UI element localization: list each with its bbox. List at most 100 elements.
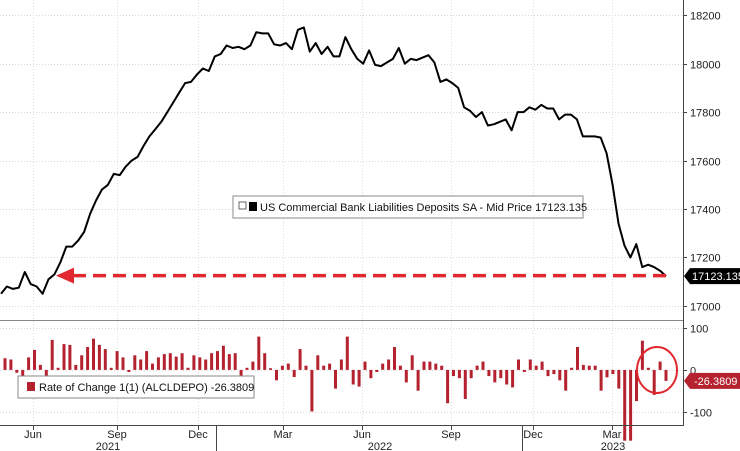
- x-tick-label: Dec: [188, 429, 208, 441]
- y-tick-label: 18000: [690, 60, 721, 72]
- roc-bar: [629, 369, 633, 441]
- roc-bar: [457, 369, 461, 379]
- roc-bar: [310, 369, 314, 412]
- x-year-label: 2023: [601, 441, 625, 451]
- x-year-label: 2022: [368, 441, 392, 451]
- roc-bar: [162, 354, 166, 370]
- roc-bar: [227, 354, 231, 370]
- roc-bar: [33, 349, 36, 370]
- roc-bar: [475, 365, 479, 370]
- roc-bar: [487, 369, 491, 377]
- roc-bar: [652, 369, 656, 395]
- roc-bar: [304, 365, 308, 370]
- roc-bar: [204, 359, 208, 370]
- roc-bar: [363, 361, 367, 370]
- roc-bar: [221, 345, 225, 370]
- roc-bar: [322, 365, 326, 370]
- roc-bar: [334, 369, 337, 389]
- bottom-last-value-label: -26.3809: [694, 376, 737, 388]
- x-tick-label: Mar: [274, 429, 293, 441]
- bottom-legend-label: Rate of Change 1(1) (ALCLDEPO) -26.3809: [39, 382, 254, 394]
- roc-bar: [576, 347, 579, 370]
- roc-bar: [92, 338, 95, 370]
- deposits-line: [0, 26, 667, 295]
- roc-bar: [174, 356, 178, 370]
- roc-bar: [617, 369, 621, 389]
- roc-bar: [599, 369, 603, 391]
- roc-bar: [3, 358, 7, 370]
- roc-bar: [68, 344, 72, 370]
- roc-bar: [393, 347, 396, 370]
- top-last-value-bg: [684, 268, 740, 285]
- roc-bar: [605, 369, 609, 378]
- roc-bar: [121, 357, 125, 370]
- x-tick-label: Mar: [603, 429, 622, 441]
- y-tick-label: -100: [690, 408, 712, 420]
- roc-bar: [546, 369, 550, 377]
- roc-bar: [275, 369, 278, 381]
- x-tick-label: Sep: [107, 429, 127, 441]
- roc-bar: [280, 365, 284, 370]
- roc-bar: [339, 359, 343, 370]
- roc-bar: [564, 369, 568, 391]
- top-panel-gridlines: [0, 15, 683, 307]
- roc-bar: [62, 344, 66, 370]
- roc-bar: [381, 363, 385, 370]
- highlight-circle: [636, 346, 678, 394]
- roc-bar: [481, 361, 485, 370]
- roc-bar: [233, 353, 237, 370]
- roc-bar: [552, 369, 556, 375]
- y-tick-label: 100: [690, 324, 708, 336]
- roc-bar: [540, 361, 544, 370]
- roc-bar: [428, 361, 432, 370]
- roc-bar: [109, 367, 113, 370]
- roc-bar: [517, 359, 520, 370]
- roc-bar: [115, 351, 119, 370]
- roc-bar: [80, 355, 84, 370]
- x-tick-label: Sep: [441, 429, 461, 441]
- x-tick-label: Dec: [523, 429, 543, 441]
- roc-bar: [328, 363, 332, 370]
- x-tick-label: Jun: [353, 429, 371, 441]
- roc-bar: [357, 369, 361, 387]
- bottom-last-value-tag: -26.3809: [684, 372, 740, 389]
- roc-bar: [27, 357, 31, 370]
- top-y-axis-ticks: 17000 17200 17400 17600 17800 18000 18200: [683, 11, 721, 314]
- roc-bar: [587, 365, 591, 370]
- roc-bar: [298, 349, 302, 370]
- roc-bar: [635, 369, 638, 402]
- roc-bar: [151, 363, 154, 370]
- roc-bar: [658, 361, 662, 370]
- bottom-legend-box: [17, 375, 255, 399]
- top-last-value-label: 17123.135: [692, 271, 740, 283]
- y-tick-label: 17000: [690, 302, 721, 314]
- legend-swatch-black: [249, 202, 257, 211]
- roc-bar: [375, 369, 379, 372]
- roc-bar: [15, 369, 19, 373]
- bottom-y-axis-ticks: 100 0 -100: [683, 324, 712, 420]
- legend-swatch-red: [27, 382, 35, 391]
- y-tick-label: 18200: [690, 11, 721, 23]
- roc-bar: [44, 369, 48, 381]
- roc-bar: [351, 369, 355, 385]
- top-legend-box: [232, 195, 584, 219]
- roc-bar: [245, 367, 249, 370]
- x-axis-ticks: Jun Sep Dec Mar Jun Sep Dec Mar 2021 2022 2023: [24, 425, 625, 451]
- roc-bar: [292, 369, 296, 377]
- roc-bar: [499, 369, 503, 379]
- y-tick-label: 17400: [690, 205, 721, 217]
- roc-bar: [50, 339, 54, 370]
- roc-bar: [186, 367, 190, 370]
- roc-bar: [156, 357, 160, 370]
- legend-toggle-icon[interactable]: [238, 201, 247, 210]
- roc-bar: [422, 361, 426, 370]
- roc-bar: [646, 367, 650, 370]
- roc-bar: [316, 355, 320, 370]
- roc-bar: [463, 369, 467, 399]
- roc-bar: [558, 369, 562, 381]
- bottom-last-value-bg: [684, 372, 740, 389]
- roc-bar: [452, 369, 455, 377]
- y-tick-label: 17800: [690, 108, 721, 120]
- roc-bar: [192, 355, 196, 370]
